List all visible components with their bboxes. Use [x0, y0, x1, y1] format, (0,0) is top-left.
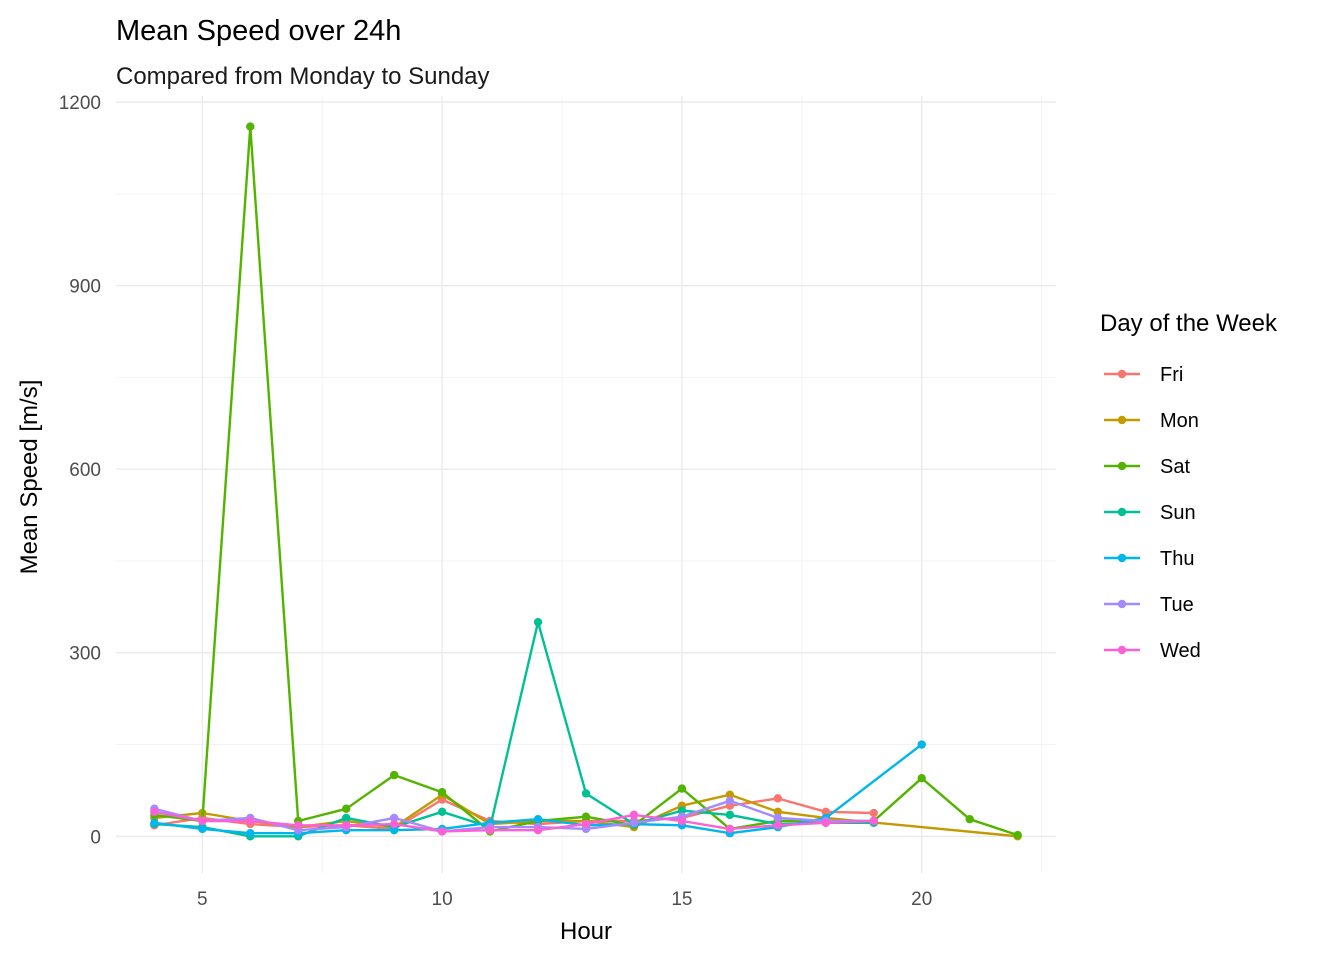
- data-point: [437, 827, 447, 836]
- data-point: [821, 807, 830, 817]
- data-point: [677, 806, 687, 815]
- legend-key-point: [1117, 415, 1127, 425]
- legend-item-wed: Wed: [1104, 640, 1201, 662]
- series-sun: [150, 617, 878, 841]
- x-axis-title: Hour: [560, 918, 612, 945]
- data-point: [773, 807, 783, 817]
- data-point: [294, 821, 303, 830]
- series-sat: [150, 122, 1022, 840]
- chart-subtitle: Compared from Monday to Sunday: [116, 63, 490, 90]
- data-point: [725, 824, 735, 834]
- data-point: [725, 796, 735, 806]
- data-point: [246, 829, 255, 838]
- x-tick-label: 10: [432, 889, 453, 910]
- data-point: [389, 819, 399, 829]
- legend: Day of the Week Fri Mon Sat Sun Thu Tue Wed: [1100, 310, 1278, 662]
- data-point: [869, 808, 878, 818]
- data-point: [485, 825, 495, 835]
- data-point: [342, 821, 351, 830]
- y-tick-label: 0: [90, 827, 101, 848]
- legend-label: Wed: [1160, 640, 1201, 662]
- x-tick-label: 5: [197, 889, 208, 910]
- data-point: [389, 770, 399, 780]
- legend-label: Sat: [1160, 456, 1190, 478]
- y-tick-label: 1200: [59, 93, 101, 114]
- data-point: [198, 816, 207, 826]
- data-point: [773, 821, 783, 830]
- y-tick-label: 600: [69, 460, 101, 481]
- legend-key-point: [1117, 507, 1127, 517]
- legend-key-point: [1117, 645, 1127, 655]
- data-point: [533, 825, 543, 835]
- legend-label: Tue: [1160, 594, 1194, 616]
- data-point: [1013, 830, 1022, 840]
- data-point: [917, 773, 926, 783]
- data-point: [150, 818, 159, 828]
- grid-lines: [116, 96, 1056, 873]
- data-point: [581, 819, 591, 829]
- data-point: [246, 816, 255, 826]
- data-point: [342, 813, 351, 823]
- legend-item-fri: Fri: [1104, 364, 1183, 386]
- series-line: [153, 810, 875, 833]
- x-axis-ticks: 5 10 15 20: [197, 889, 932, 910]
- legend-item-mon: Mon: [1104, 410, 1199, 432]
- data-point: [533, 814, 543, 824]
- data-point: [581, 812, 591, 821]
- chart-title: Mean Speed over 24h: [116, 15, 401, 47]
- legend-label: Mon: [1160, 410, 1199, 432]
- data-point: [150, 807, 159, 817]
- data-point: [677, 784, 687, 793]
- data-point: [821, 818, 830, 828]
- legend-label: Fri: [1160, 364, 1183, 386]
- y-tick-label: 300: [69, 644, 101, 665]
- series-wed: [150, 807, 878, 836]
- x-tick-label: 15: [671, 889, 692, 910]
- series-line: [153, 125, 1019, 837]
- data-point: [389, 813, 399, 823]
- data-point: [437, 788, 447, 797]
- series-line: [153, 743, 923, 835]
- legend-key-point: [1117, 599, 1127, 609]
- data-point: [869, 816, 878, 826]
- data-point: [677, 816, 687, 826]
- data-point: [725, 810, 735, 820]
- y-axis-ticks: 0 300 600 900 1200: [59, 93, 101, 848]
- x-tick-label: 20: [911, 889, 932, 910]
- legend-item-tue: Tue: [1104, 594, 1194, 616]
- data-point: [917, 740, 926, 749]
- legend-key-point: [1117, 553, 1127, 563]
- y-axis-title: Mean Speed [m/s]: [16, 380, 43, 575]
- data-point: [773, 794, 783, 803]
- data-point: [629, 818, 639, 828]
- legend-item-sun: Sun: [1104, 502, 1196, 524]
- data-point: [581, 789, 591, 798]
- data-point: [773, 813, 783, 823]
- data-point: [198, 824, 207, 834]
- legend-title: Day of the Week: [1100, 310, 1278, 337]
- data-point: [629, 810, 639, 820]
- legend-key-point: [1117, 369, 1127, 379]
- y-tick-label: 900: [69, 277, 101, 298]
- data-point: [389, 825, 399, 835]
- data-point: [965, 814, 974, 824]
- legend-key-point: [1117, 461, 1127, 471]
- data-point: [533, 617, 543, 627]
- series-line: [153, 621, 875, 838]
- legend-label: Thu: [1160, 548, 1194, 570]
- series-group: [150, 122, 1022, 841]
- data-point: [437, 807, 447, 817]
- data-point: [246, 122, 255, 131]
- legend-item-sat: Sat: [1104, 456, 1190, 478]
- data-point: [725, 790, 735, 799]
- legend-label: Sun: [1160, 502, 1196, 524]
- legend-item-thu: Thu: [1104, 548, 1194, 570]
- data-point: [342, 804, 351, 813]
